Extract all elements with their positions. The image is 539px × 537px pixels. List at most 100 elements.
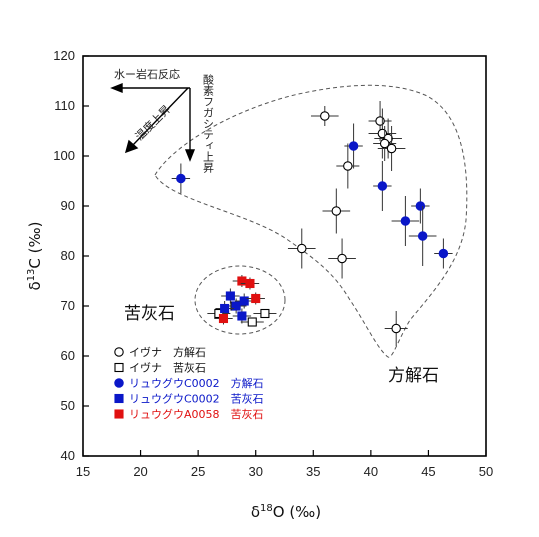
point-marker xyxy=(237,311,247,321)
legend-marker xyxy=(114,362,124,373)
data-point xyxy=(171,163,191,194)
calcite-region-label: 方解石 xyxy=(388,366,439,386)
data-point xyxy=(232,275,252,287)
water-rock-label: 水ー岩石反応 xyxy=(114,67,180,81)
legend-marker xyxy=(114,409,124,419)
series-2 xyxy=(171,123,453,269)
fugacity-label: 酸素フガシティ上昇 xyxy=(202,73,215,174)
y-tick-label: 110 xyxy=(54,98,75,113)
point-marker xyxy=(375,116,385,126)
data-point xyxy=(240,277,260,290)
temperature-arrow xyxy=(131,87,189,147)
x-tick-label: 15 xyxy=(76,464,90,479)
point-marker xyxy=(214,308,224,319)
point-marker xyxy=(297,243,307,254)
x-tick-label: 30 xyxy=(248,464,262,479)
data-point xyxy=(384,311,408,346)
point-marker xyxy=(176,173,186,184)
x-tick-label: 20 xyxy=(133,464,147,479)
data-points-layer xyxy=(171,101,453,346)
y-tick-label: 120 xyxy=(53,48,75,63)
y-tick-label: 70 xyxy=(61,298,75,313)
point-marker xyxy=(377,181,388,191)
y-axis-ticks: 40 50 60 70 80 90 100 110 120 xyxy=(53,48,89,463)
x-axis-ticks: 15 20 25 30 35 40 45 50 xyxy=(76,450,493,479)
data-point xyxy=(215,301,234,316)
legend-item: イヴナ 苦灰石 xyxy=(114,361,206,375)
y-tick-label: 40 xyxy=(61,448,75,463)
legend-item: リュウグウC0002 方解石 xyxy=(114,376,264,390)
data-point xyxy=(240,317,264,327)
legend-item: リュウグウC0002 苦灰石 xyxy=(114,392,264,406)
y-axis-title: δ13C (‰) xyxy=(26,222,44,291)
data-point xyxy=(328,238,356,279)
x-tick-label: 35 xyxy=(306,464,320,479)
data-point xyxy=(214,312,233,325)
point-marker xyxy=(239,296,249,306)
data-point xyxy=(207,308,231,319)
data-point xyxy=(336,143,360,189)
series-3 xyxy=(215,288,254,324)
temperature-arrowhead xyxy=(124,139,139,154)
data-point xyxy=(246,292,265,305)
point-marker xyxy=(251,293,261,304)
point-marker xyxy=(247,317,257,327)
data-point xyxy=(221,288,240,304)
data-point xyxy=(373,126,397,161)
legend-label: リュウグウC0002 方解石 xyxy=(129,376,264,390)
data-point xyxy=(411,188,430,224)
y-tick-label: 80 xyxy=(61,248,75,263)
legend-marker xyxy=(114,393,124,404)
point-marker xyxy=(348,141,359,151)
series-4 xyxy=(214,275,265,325)
legend-item: イヴナ 方解石 xyxy=(114,345,206,359)
x-tick-label: 40 xyxy=(364,464,378,479)
point-marker xyxy=(218,313,229,324)
point-marker xyxy=(225,291,235,301)
temperature-label: 温度上昇 xyxy=(132,102,173,143)
point-marker xyxy=(220,303,230,314)
y-tick-label: 100 xyxy=(53,148,75,163)
point-marker xyxy=(438,248,449,259)
data-point xyxy=(373,161,392,211)
x-tick-label: 50 xyxy=(479,464,493,479)
point-marker xyxy=(337,253,347,264)
point-marker xyxy=(379,138,390,149)
legend-label: リュウグウC0002 苦灰石 xyxy=(129,392,264,406)
data-point xyxy=(234,293,254,309)
point-marker xyxy=(245,278,255,289)
x-tick-label: 25 xyxy=(191,464,205,479)
data-point xyxy=(377,126,406,171)
y-tick-label: 60 xyxy=(61,348,75,363)
point-marker xyxy=(391,323,401,334)
y-tick-label: 50 xyxy=(61,398,75,413)
point-marker xyxy=(415,201,426,211)
legend-marker xyxy=(114,378,124,388)
point-marker xyxy=(331,206,342,216)
data-point xyxy=(322,188,351,234)
data-point xyxy=(344,123,363,169)
data-point xyxy=(287,228,316,269)
point-marker xyxy=(231,301,241,311)
point-marker xyxy=(386,143,397,154)
data-point xyxy=(253,308,277,319)
y-tick-label: 90 xyxy=(61,198,75,213)
trend-arrows xyxy=(110,82,196,162)
dolomite-region-label: 苦灰石 xyxy=(124,304,175,324)
legend-label: リュウグウA0058 苦灰石 xyxy=(129,407,264,421)
x-axis-title: δ18O (‰) xyxy=(251,503,321,521)
point-marker xyxy=(400,216,411,226)
legend-marker xyxy=(114,347,124,357)
data-point xyxy=(434,238,453,269)
legend-item: リュウグウA0058 苦灰石 xyxy=(114,407,264,421)
x-tick-label: 45 xyxy=(421,464,435,479)
series-0 xyxy=(287,101,408,346)
data-point xyxy=(391,196,420,246)
legend-label: イヴナ 方解石 xyxy=(129,345,206,359)
point-marker xyxy=(343,161,353,171)
data-point xyxy=(310,106,339,126)
data-point xyxy=(232,308,252,324)
data-point xyxy=(408,206,437,266)
dolomite-field-outline xyxy=(194,265,286,335)
